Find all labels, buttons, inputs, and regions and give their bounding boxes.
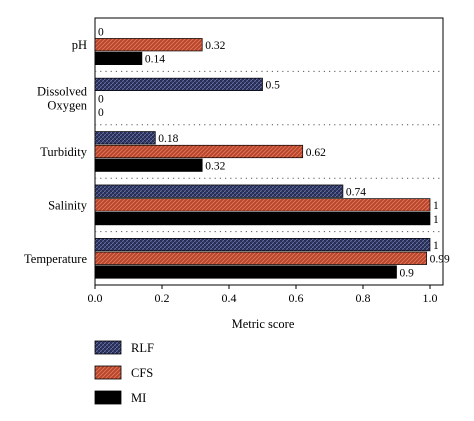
legend-swatch-mi (94, 390, 122, 405)
legend-label-mi: MI (131, 391, 146, 405)
x-tick-label: 1.0 (423, 291, 438, 305)
x-tick-label: 0.4 (222, 291, 237, 305)
value-label-temperature-rlf: 1 (433, 240, 439, 252)
value-label-temperature-mi: 0.9 (400, 267, 415, 279)
value-label-salinity-mi: 1 (433, 214, 439, 226)
bar-temperature-rlf (94, 238, 431, 252)
value-label-dissolved-oxygen-rlf: 0.5 (266, 80, 281, 92)
bar-temperature-mi (94, 265, 397, 279)
bar-turbidity-mi (94, 158, 203, 172)
category-label-turbidity: Turbidity (40, 145, 88, 159)
x-tick-label: 0.0 (88, 291, 103, 305)
bar-ph-cfs (94, 38, 203, 52)
value-label-ph-cfs: 0.32 (205, 40, 225, 52)
bar-salinity-rlf (94, 184, 344, 198)
value-label-dissolved-oxygen-mi: 0 (98, 107, 104, 119)
bar-salinity-cfs (94, 198, 431, 212)
bars-group (94, 38, 431, 279)
x-axis-ticks: 0.0 0.2 0.4 0.6 0.8 1.0 (88, 285, 438, 305)
x-tick-label: 0.6 (289, 291, 304, 305)
bar-temperature-cfs (94, 251, 427, 265)
bar-turbidity-cfs (94, 144, 304, 159)
x-tick-label: 0.8 (356, 291, 371, 305)
bar-salinity-mi (94, 212, 431, 226)
category-label-salinity: Salinity (48, 198, 88, 212)
x-tick-label: 0.2 (155, 291, 170, 305)
legend-label-cfs: CFS (131, 366, 153, 380)
value-label-turbidity-rlf: 0.18 (158, 133, 178, 145)
category-label-dissolved-oxygen: Dissolved (37, 85, 88, 99)
value-label-ph-mi: 0.14 (145, 54, 165, 66)
value-label-turbidity-mi: 0.32 (205, 160, 225, 172)
value-label-salinity-cfs: 1 (433, 200, 439, 212)
value-label-temperature-cfs: 0.99 (430, 254, 450, 266)
legend-label-rlf: RLF (131, 341, 154, 355)
value-labels-group: 0 0.32 0.14 0.5 0 0 0.18 0.62 0.32 0.74 1 1 1 0.99 0.9 (98, 26, 450, 279)
category-label-temperature: Temperature (24, 252, 87, 266)
bar-ph-mi (94, 51, 143, 66)
value-label-turbidity-cfs: 0.62 (306, 147, 326, 159)
category-label-dissolved-oxygen: Oxygen (47, 99, 87, 113)
legend-swatch-rlf (94, 340, 122, 355)
value-label-salinity-rlf: 0.74 (346, 186, 366, 198)
category-label-ph: pH (72, 38, 87, 52)
value-label-ph-rlf: 0 (98, 26, 104, 38)
category-separators (95, 70, 443, 233)
bar-turbidity-rlf (94, 131, 156, 145)
value-label-dissolved-oxygen-cfs: 0 (98, 93, 104, 105)
bar-dissolved-oxygen-rlf (94, 77, 263, 92)
legend: RLF CFS MI (94, 340, 154, 405)
legend-swatch-cfs (94, 365, 122, 380)
x-axis-title: Metric score (232, 317, 295, 331)
